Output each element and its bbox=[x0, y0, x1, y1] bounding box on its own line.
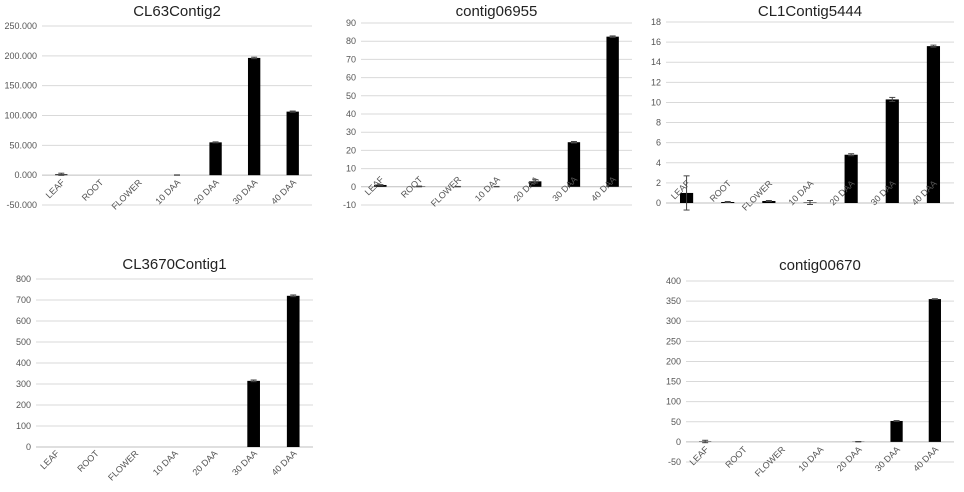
category-label: 10 DAA bbox=[151, 448, 180, 477]
bar-30-daa bbox=[248, 58, 260, 175]
y-tick-label: 500 bbox=[16, 337, 31, 347]
y-tick-label: 200.000 bbox=[4, 51, 37, 61]
y-tick-label: 150.000 bbox=[4, 81, 37, 91]
y-tick-label: 350 bbox=[666, 296, 681, 306]
y-tick-label: -10 bbox=[343, 200, 356, 210]
y-tick-label: 50.000 bbox=[9, 140, 37, 150]
chart-cl3670contig1: CL3670Contig1 0 100 200 300 400 500 600 700 800 LE… bbox=[0, 252, 320, 492]
chart-cl63contig2: CL63Contig2 -50.000 0.000 50.000 100.000 150.… bbox=[0, 0, 320, 240]
bar-40-daa bbox=[287, 296, 300, 447]
category-label: 30 DAA bbox=[873, 444, 902, 473]
category-label: LEAF bbox=[688, 444, 711, 467]
category-label: 10 DAA bbox=[473, 174, 502, 203]
y-tick-label: 250 bbox=[666, 336, 681, 346]
bar-30-daa bbox=[890, 421, 902, 442]
y-tick-label: 600 bbox=[16, 316, 31, 326]
y-tick-label: 250.000 bbox=[4, 21, 37, 31]
y-tick-label: 80 bbox=[346, 36, 356, 46]
y-tick-label: 50 bbox=[346, 91, 356, 101]
chart-title: contig06955 bbox=[456, 3, 538, 20]
y-tick-label: 4 bbox=[656, 158, 661, 168]
category-label: 30 DAA bbox=[231, 177, 260, 206]
y-tick-label: 100.000 bbox=[4, 111, 37, 121]
chart-contig00670: contig00670 -50 0 50 100 150 200 250 300 350 400 LE… bbox=[644, 252, 964, 492]
y-tick-label: 60 bbox=[346, 73, 356, 83]
bar-20-daa bbox=[845, 155, 858, 203]
y-tick-label: -50 bbox=[668, 457, 681, 467]
category-label: 30 DAA bbox=[550, 174, 579, 203]
bar-40-daa bbox=[927, 46, 940, 203]
category-label: FLOWER bbox=[429, 174, 464, 209]
category-label: 20 DAA bbox=[192, 177, 221, 206]
category-label: 10 DAA bbox=[153, 177, 182, 206]
y-tick-label: 90 bbox=[346, 18, 356, 28]
category-label: ROOT bbox=[80, 177, 106, 203]
category-label: 20 DAA bbox=[190, 448, 219, 477]
y-tick-label: 800 bbox=[16, 274, 31, 284]
y-tick-label: 20 bbox=[346, 145, 356, 155]
y-tick-label: 0 bbox=[656, 198, 661, 208]
bar-20-daa bbox=[209, 142, 221, 175]
bar-40-daa bbox=[606, 37, 618, 187]
y-tick-label: 40 bbox=[346, 109, 356, 119]
y-tick-label: -50.000 bbox=[6, 200, 37, 210]
category-label: 30 DAA bbox=[230, 448, 259, 477]
category-label: ROOT bbox=[723, 444, 749, 470]
y-tick-label: 0.000 bbox=[14, 170, 37, 180]
category-label: FLOWER bbox=[753, 444, 788, 479]
category-label: 20 DAA bbox=[512, 174, 541, 203]
bar-30-daa bbox=[247, 381, 260, 447]
y-tick-label: 300 bbox=[666, 316, 681, 326]
y-tick-label: 70 bbox=[346, 54, 356, 64]
y-tick-label: 18 bbox=[651, 17, 661, 27]
y-tick-label: 0 bbox=[26, 442, 31, 452]
category-label: FLOWER bbox=[106, 448, 141, 483]
y-tick-label: 200 bbox=[16, 400, 31, 410]
y-tick-label: 0 bbox=[351, 182, 356, 192]
y-tick-label: 150 bbox=[666, 377, 681, 387]
chart-title: contig00670 bbox=[779, 257, 861, 274]
bar-40-daa bbox=[287, 112, 299, 176]
y-tick-label: 100 bbox=[666, 397, 681, 407]
y-tick-label: 14 bbox=[651, 57, 661, 67]
category-label: LEAF bbox=[38, 448, 61, 471]
y-tick-label: 200 bbox=[666, 356, 681, 366]
y-tick-label: 2 bbox=[656, 178, 661, 188]
category-label: ROOT bbox=[708, 178, 734, 204]
category-label: 40 DAA bbox=[911, 444, 940, 473]
y-tick-label: 400 bbox=[666, 276, 681, 286]
category-label: ROOT bbox=[75, 448, 101, 474]
y-tick-label: 30 bbox=[346, 127, 356, 137]
category-label: 40 DAA bbox=[270, 448, 299, 477]
category-label: 20 DAA bbox=[835, 444, 864, 473]
y-tick-label: 50 bbox=[671, 417, 681, 427]
category-label: 10 DAA bbox=[796, 444, 825, 473]
bar-40-daa bbox=[929, 299, 941, 442]
category-label: 40 DAA bbox=[269, 177, 298, 206]
y-tick-label: 300 bbox=[16, 379, 31, 389]
y-tick-label: 700 bbox=[16, 295, 31, 305]
y-tick-label: 0 bbox=[676, 437, 681, 447]
y-tick-label: 100 bbox=[16, 421, 31, 431]
y-tick-label: 12 bbox=[651, 77, 661, 87]
category-label: 40 DAA bbox=[589, 174, 618, 203]
chart-title: CL63Contig2 bbox=[133, 3, 221, 20]
y-tick-label: 6 bbox=[656, 138, 661, 148]
y-tick-label: 10 bbox=[346, 164, 356, 174]
y-tick-label: 10 bbox=[651, 97, 661, 107]
chart-title: CL3670Contig1 bbox=[122, 256, 226, 273]
chart-title: CL1Contig5444 bbox=[758, 3, 862, 20]
category-label: LEAF bbox=[44, 177, 67, 200]
y-tick-label: 8 bbox=[656, 118, 661, 128]
y-tick-label: 400 bbox=[16, 358, 31, 368]
y-tick-label: 16 bbox=[651, 37, 661, 47]
category-label: FLOWER bbox=[110, 177, 145, 212]
